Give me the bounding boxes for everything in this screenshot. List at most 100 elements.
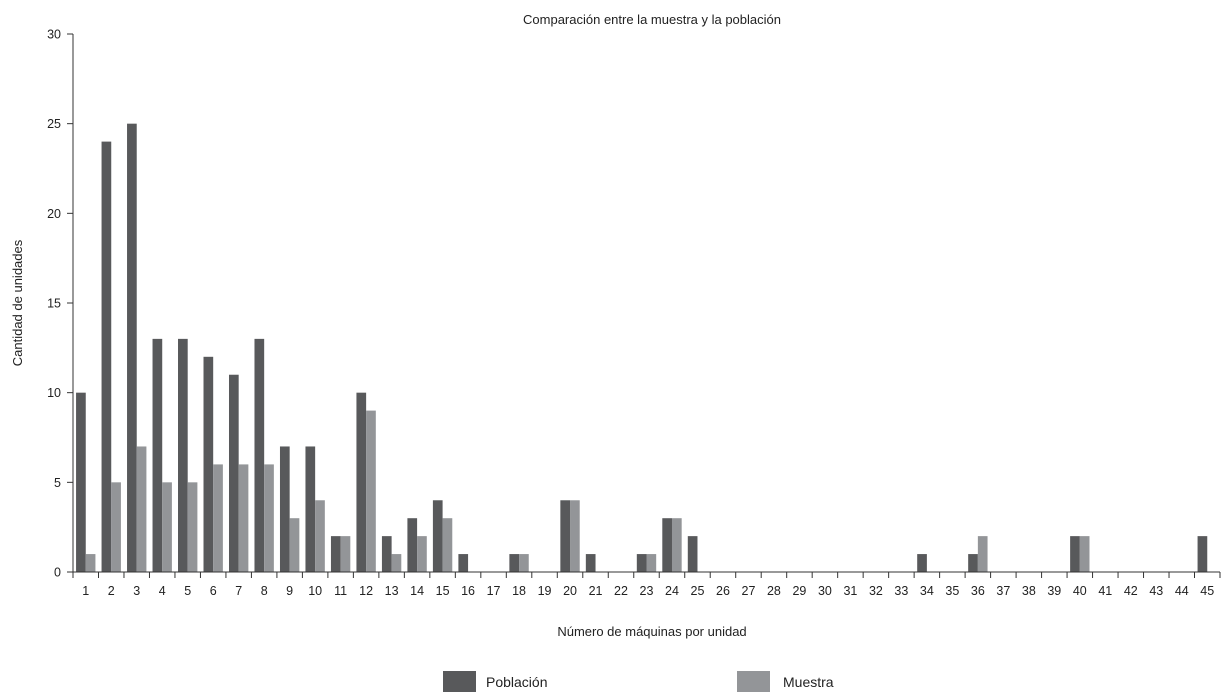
bar-poblacion-25 [687, 536, 698, 572]
x-tick-label-44: 44 [1175, 584, 1189, 598]
x-tick-label-23: 23 [640, 584, 654, 598]
x-tick-label-11: 11 [334, 584, 347, 598]
x-tick-label-17: 17 [487, 584, 501, 598]
legend-label-muestra: Muestra [783, 674, 834, 690]
bar-poblacion-36 [968, 554, 978, 572]
bar-muestra-20 [570, 500, 580, 572]
bar-poblacion-7 [228, 374, 239, 572]
x-tick-label-22: 22 [614, 584, 628, 598]
x-tick-label-2: 2 [108, 584, 115, 598]
x-tick-label-29: 29 [792, 584, 806, 598]
x-tick-label-36: 36 [971, 584, 985, 598]
bar-muestra-14 [417, 536, 427, 572]
x-tick-label-12: 12 [359, 584, 373, 598]
x-tick-label-5: 5 [184, 584, 191, 598]
y-tick-label-15: 15 [47, 297, 61, 311]
x-tick-label-35: 35 [945, 584, 959, 598]
bar-poblacion-45 [1197, 536, 1208, 572]
bar-muestra-24 [671, 518, 682, 572]
bar-muestra-13 [391, 554, 402, 572]
x-tick-label-18: 18 [512, 584, 526, 598]
legend-label-poblacion: Población [486, 674, 548, 690]
y-tick-label-10: 10 [47, 386, 61, 400]
x-tick-label-24: 24 [665, 584, 679, 598]
x-tick-label-4: 4 [159, 584, 166, 598]
bar-muestra-10 [315, 500, 325, 572]
bar-muestra-18 [519, 554, 529, 572]
x-tick-label-21: 21 [589, 584, 603, 598]
bar-muestra-36 [977, 536, 988, 572]
y-axis-label: Cantidad de unidades [10, 239, 25, 366]
bar-poblacion-3 [127, 123, 137, 573]
x-tick-label-7: 7 [235, 584, 242, 598]
x-tick-label-15: 15 [436, 584, 450, 598]
x-tick-label-25: 25 [691, 584, 705, 598]
x-tick-label-45: 45 [1200, 584, 1214, 598]
bar-muestra-2 [111, 482, 121, 572]
bar-muestra-23 [646, 554, 657, 572]
x-tick-label-14: 14 [410, 584, 424, 598]
x-tick-label-41: 41 [1098, 584, 1112, 598]
bar-muestra-6 [213, 464, 223, 572]
bar-muestra-11 [340, 536, 351, 572]
bar-poblacion-20 [560, 500, 571, 572]
x-tick-label-38: 38 [1022, 584, 1036, 598]
x-tick-label-16: 16 [461, 584, 475, 598]
bar-poblacion-6 [203, 356, 214, 572]
bar-poblacion-11 [330, 536, 341, 572]
x-tick-label-9: 9 [286, 584, 293, 598]
bar-muestra-15 [442, 518, 453, 572]
y-tick-label-20: 20 [47, 207, 61, 221]
bar-muestra-8 [264, 464, 274, 572]
x-tick-label-39: 39 [1047, 584, 1061, 598]
x-tick-label-37: 37 [996, 584, 1010, 598]
bar-poblacion-9 [279, 446, 290, 572]
bar-muestra-3 [136, 446, 147, 572]
y-tick-label-30: 30 [47, 28, 61, 42]
x-tick-label-31: 31 [843, 584, 857, 598]
x-tick-label-42: 42 [1124, 584, 1138, 598]
bar-poblacion-23 [636, 554, 647, 572]
legend: Población Muestra [443, 671, 834, 692]
bar-poblacion-18 [509, 554, 520, 572]
x-tick-label-33: 33 [894, 584, 908, 598]
x-tick-label-20: 20 [563, 584, 577, 598]
bar-poblacion-2 [101, 141, 112, 572]
x-tick-label-19: 19 [538, 584, 552, 598]
x-tick-label-27: 27 [742, 584, 756, 598]
x-tick-label-10: 10 [308, 584, 322, 598]
x-tick-label-1: 1 [82, 584, 89, 598]
x-tick-label-30: 30 [818, 584, 832, 598]
y-tick-label-5: 5 [54, 476, 61, 490]
bar-muestra-40 [1079, 536, 1090, 572]
legend-swatch-poblacion [443, 671, 476, 692]
y-tick-label-0: 0 [54, 566, 61, 580]
bar-poblacion-15 [432, 500, 443, 572]
bar-muestra-9 [289, 518, 300, 572]
x-tick-label-43: 43 [1149, 584, 1163, 598]
x-tick-label-32: 32 [869, 584, 883, 598]
bar-poblacion-5 [178, 338, 188, 572]
bar-poblacion-12 [356, 392, 367, 572]
x-tick-label-6: 6 [210, 584, 217, 598]
x-tick-label-3: 3 [133, 584, 140, 598]
bar-poblacion-16 [458, 554, 469, 572]
x-tick-label-34: 34 [920, 584, 934, 598]
chart-title: Comparación entre la muestra y la poblac… [523, 12, 781, 27]
bar-muestra-7 [238, 464, 249, 572]
bar-poblacion-34 [917, 554, 927, 572]
bar-poblacion-1 [76, 392, 86, 572]
bar-poblacion-24 [662, 518, 672, 572]
bar-poblacion-10 [305, 446, 316, 572]
bar-muestra-1 [85, 554, 96, 572]
bar-muestra-4 [162, 482, 172, 572]
x-tick-label-13: 13 [385, 584, 399, 598]
bar-muestra-12 [366, 410, 376, 572]
x-tick-label-26: 26 [716, 584, 730, 598]
bar-poblacion-21 [585, 554, 596, 572]
x-tick-label-8: 8 [261, 584, 268, 598]
bar-muestra-5 [187, 482, 198, 572]
bar-poblacion-4 [152, 338, 163, 572]
